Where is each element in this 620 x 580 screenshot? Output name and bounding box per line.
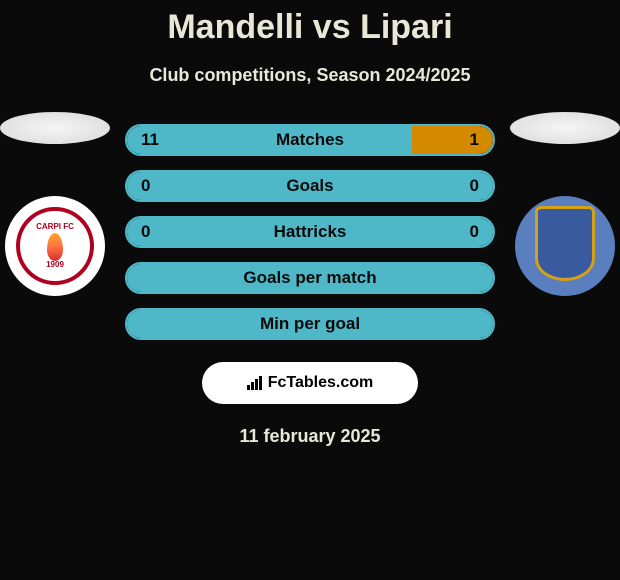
stat-row: 111Matches	[125, 124, 495, 156]
subtitle: Club competitions, Season 2024/2025	[0, 65, 620, 86]
stat-label: Hattricks	[274, 222, 347, 242]
avatar-placeholder-right	[510, 112, 620, 144]
date-line: 11 february 2025	[0, 426, 620, 447]
stat-label: Goals	[286, 176, 333, 196]
avatar-placeholder-left	[0, 112, 110, 144]
stat-row: 0 0 Goals	[125, 170, 495, 202]
stat-value-right: 0	[470, 176, 479, 196]
comparison-widget: Mandelli vs Lipari Club competitions, Se…	[0, 0, 620, 447]
stat-row: Min per goal	[125, 308, 495, 340]
stat-rows: 111Matches00Goals00HattricksGoals per ma…	[125, 124, 495, 340]
page-title: Mandelli vs Lipari	[0, 8, 620, 47]
watermark[interactable]: FcTables.com	[202, 362, 418, 404]
club-badge-left: CARPI FC 1909	[5, 196, 105, 296]
stat-value-left: 0	[141, 222, 150, 242]
stat-label: Matches	[276, 130, 344, 150]
stat-row: Goals per match	[125, 262, 495, 294]
player-right	[510, 112, 620, 296]
flame-icon	[47, 233, 63, 261]
stat-value-right: 0	[470, 222, 479, 242]
watermark-text: FcTables.com	[268, 374, 374, 392]
stat-value-left: 0	[141, 176, 150, 196]
comparison-area: CARPI FC 1909 111Matches00Goals00Hattric…	[0, 124, 620, 340]
stat-label: Min per goal	[260, 314, 360, 334]
bar-chart-icon	[247, 376, 262, 390]
stat-label: Goals per match	[243, 268, 376, 288]
stat-row: 0 0 Hattricks	[125, 216, 495, 248]
player-left: CARPI FC 1909	[0, 112, 110, 296]
club-badge-right-inner	[535, 206, 595, 281]
stat-value-left: 11	[141, 130, 159, 150]
club-badge-left-inner: CARPI FC 1909	[16, 207, 94, 285]
club-badge-right	[515, 196, 615, 296]
stat-value-right: 1	[470, 130, 479, 150]
